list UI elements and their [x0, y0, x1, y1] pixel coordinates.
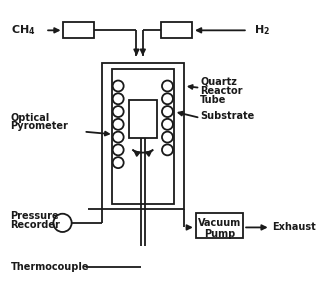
Bar	[102, 63, 184, 209]
Text: Reactor: Reactor	[200, 86, 243, 96]
Text: $\mathbf{H_2}$: $\mathbf{H_2}$	[254, 23, 271, 37]
Text: Quartz: Quartz	[200, 76, 237, 86]
Text: Substrate: Substrate	[200, 111, 254, 121]
Text: Pyrometer: Pyrometer	[11, 121, 68, 131]
Bar	[112, 69, 174, 204]
Text: Tube: Tube	[200, 95, 227, 105]
Text: Recorder: Recorder	[11, 220, 60, 230]
Bar	[161, 22, 192, 38]
Bar	[196, 213, 243, 238]
Bar	[129, 100, 156, 138]
Text: Pressure: Pressure	[11, 211, 59, 221]
Text: Vacuum: Vacuum	[198, 218, 241, 228]
Text: Thermocouple: Thermocouple	[11, 262, 89, 272]
Text: Optical: Optical	[11, 113, 50, 123]
Bar	[63, 22, 94, 38]
Text: Exhaust: Exhaust	[272, 222, 316, 233]
Text: Pump: Pump	[204, 229, 235, 239]
Text: $\mathbf{CH_4}$: $\mathbf{CH_4}$	[11, 23, 35, 37]
